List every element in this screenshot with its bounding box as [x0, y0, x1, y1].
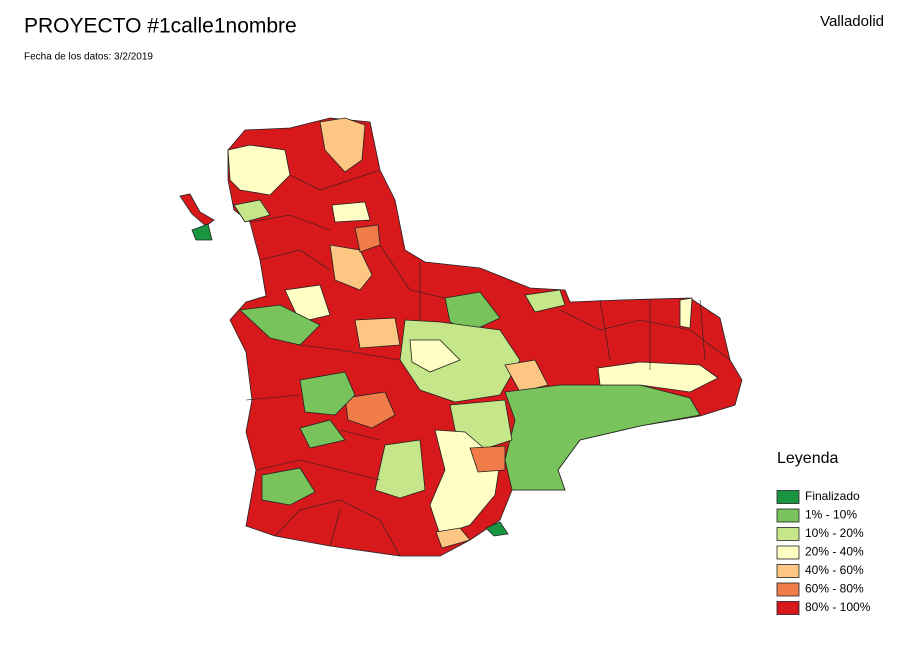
legend-swatch [776, 545, 800, 560]
municipality-area [331, 201, 371, 223]
municipality-area [435, 527, 471, 549]
municipality-area [409, 339, 461, 373]
municipality-area [679, 297, 693, 329]
legend-label: 40% - 60% [805, 563, 864, 577]
legend-label: Finalizado [805, 489, 860, 503]
municipal-borders [245, 169, 731, 557]
legend-label: 10% - 20% [805, 526, 864, 540]
title: PROYECTO #1calle1nombre [24, 15, 297, 38]
legend-label: 60% - 80% [805, 582, 864, 596]
legend: Leyenda Finalizado 1% - 10% 10% - 20% 20% -… [776, 450, 871, 615]
municipality-area [299, 419, 346, 449]
municipality-area [329, 244, 373, 291]
municipality-area [504, 359, 549, 393]
legend-swatch [776, 564, 800, 578]
municipality-area [524, 289, 566, 313]
legend-swatch [776, 582, 800, 597]
province-map [179, 117, 743, 557]
municipality-area [469, 445, 506, 473]
legend-swatch [776, 490, 800, 504]
subtitle: Fecha de los datos: 3/2/2019 [24, 52, 153, 63]
municipality-area [485, 521, 509, 537]
legend-label: 80% - 100% [805, 600, 871, 614]
municipality-area [354, 317, 401, 349]
legend-swatch [776, 527, 800, 541]
municipality-area [239, 304, 321, 346]
municipality-area [344, 391, 396, 429]
municipality-area [319, 117, 366, 173]
region-name: Valladolid [820, 13, 884, 30]
municipality-area [299, 371, 356, 416]
municipality-area [233, 199, 271, 223]
municipality-area [227, 144, 291, 196]
legend-swatch [776, 601, 800, 615]
legend-title: Leyenda [777, 450, 838, 467]
municipality-area [261, 467, 316, 506]
municipality-area [504, 384, 701, 491]
legend-label: 1% - 10% [805, 508, 857, 522]
municipality-area [374, 439, 426, 499]
municipality-area [444, 291, 501, 333]
legend-label: 20% - 40% [805, 545, 864, 559]
legend-swatch [776, 508, 800, 523]
municipality-area [191, 223, 213, 241]
municipality-area [179, 193, 215, 227]
